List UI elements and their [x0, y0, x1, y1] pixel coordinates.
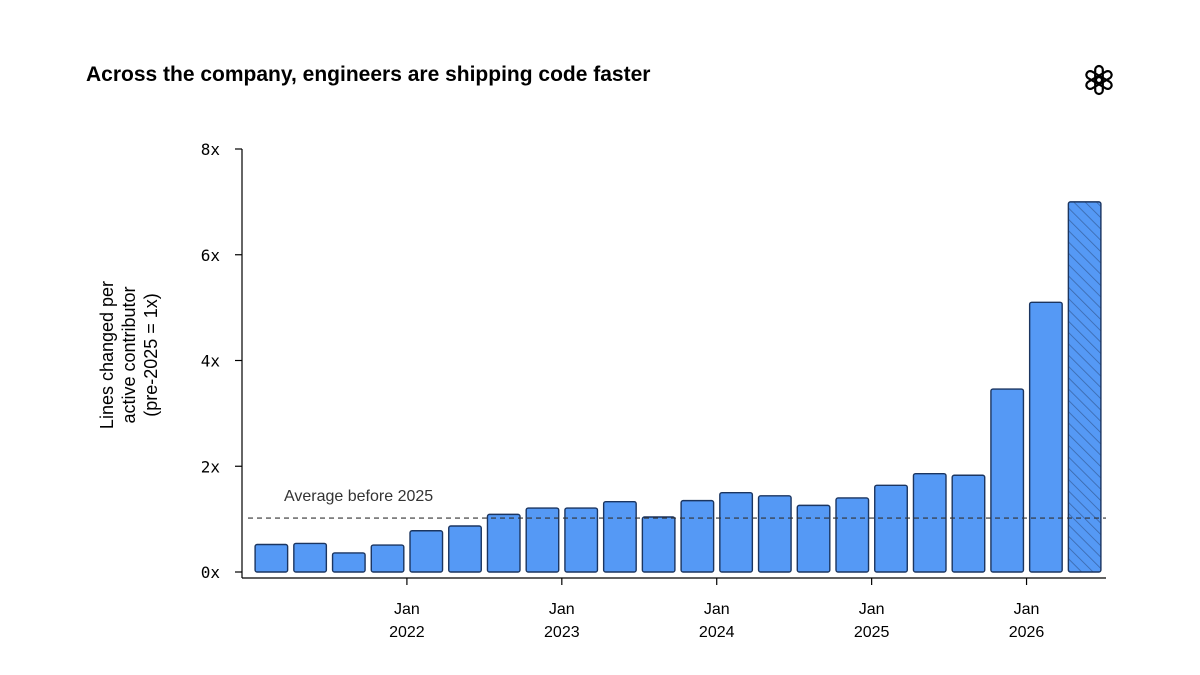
x-tick-label-year: 2022 — [389, 624, 425, 641]
bar — [331, 552, 366, 573]
bar — [564, 507, 599, 573]
bar — [757, 495, 792, 573]
reference-line: Average before 2025 — [248, 488, 1106, 519]
bars — [254, 201, 1102, 573]
x-tick-label-year: 2026 — [1009, 624, 1045, 641]
y-axis-label-line: active contributor — [119, 286, 139, 423]
bar — [912, 472, 947, 573]
bar — [409, 530, 444, 573]
bar — [874, 484, 908, 573]
bar — [293, 542, 328, 573]
bar — [680, 499, 715, 573]
average-reference-label: Average before 2025 — [284, 488, 433, 505]
bar — [990, 388, 1025, 573]
x-tick-label-year: 2025 — [854, 624, 890, 641]
bar — [254, 543, 289, 573]
bar-projected — [1067, 201, 1102, 573]
bar — [796, 504, 831, 573]
y-tick-label: 0x — [201, 563, 221, 582]
bar — [951, 474, 986, 573]
bar — [1028, 301, 1063, 573]
x-tick-label-month: Jan — [1014, 601, 1040, 618]
bar — [525, 507, 560, 573]
y-tick-label: 8x — [201, 140, 221, 159]
x-ticks: Jan 2022 Jan 2023 Jan 2024 Jan 2025 Jan 2026 — [389, 578, 1044, 641]
x-tick-label-year: 2024 — [699, 624, 735, 641]
bar — [835, 497, 870, 573]
x-tick-label-month: Jan — [549, 601, 575, 618]
x-tick-label-month: Jan — [859, 601, 885, 618]
bar — [641, 516, 676, 573]
y-axis-label-line: (pre-2025 = 1x) — [141, 293, 161, 417]
bar — [719, 491, 754, 573]
axes — [241, 149, 1106, 579]
y-tick-label: 6x — [201, 246, 221, 265]
bar — [370, 544, 405, 573]
y-ticks: 0x 2x 4x 6x 8x — [201, 140, 242, 582]
x-tick-label-month: Jan — [704, 601, 730, 618]
y-axis-label: Lines changed per active contributor (pre-… — [97, 281, 161, 429]
x-tick-label-year: 2023 — [544, 624, 580, 641]
bar — [602, 500, 637, 573]
x-tick-label-month: Jan — [394, 601, 420, 618]
bar — [448, 525, 482, 573]
chart-title: Across the company, engineers are shippi… — [86, 63, 651, 86]
y-tick-label: 4x — [201, 352, 221, 371]
bar — [486, 513, 521, 573]
y-axis-label-line: Lines changed per — [97, 281, 117, 429]
openai-logo-icon — [1085, 64, 1113, 96]
y-tick-label: 2x — [201, 457, 221, 476]
